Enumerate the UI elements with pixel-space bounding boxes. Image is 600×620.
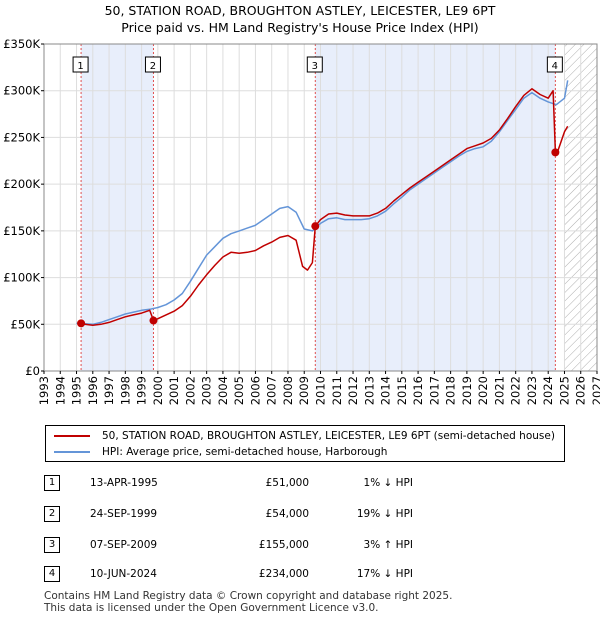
x-tick-label: 2025 — [557, 376, 571, 405]
ownership-period-shade — [315, 44, 556, 371]
x-tick-label: 1998 — [118, 376, 132, 405]
x-tick-label: 1993 — [37, 376, 51, 405]
x-tick-label: 2016 — [411, 376, 425, 405]
x-tick-label: 2009 — [297, 376, 311, 405]
x-tick-label: 2005 — [232, 376, 246, 405]
x-tick-label: 2013 — [362, 376, 376, 405]
x-tick-label: 2017 — [427, 376, 441, 405]
x-tick-label: 2018 — [444, 376, 458, 405]
transaction-hpi: 1% ↓ HPI — [363, 477, 413, 489]
legend-item-property: 50, STATION ROAD, BROUGHTON ASTLEY, LEIC… — [54, 429, 555, 443]
price-chart: 1 2 3 4 £0 £50K £100K £150K £200K £250K £300K £350… — [3, 37, 600, 405]
legend-swatch-hpi — [54, 451, 90, 453]
y-tick-label: £250K — [3, 130, 40, 144]
transaction-badge: 3 — [44, 537, 60, 553]
transaction-date: 24-SEP-1999 — [90, 508, 158, 520]
transaction-price: £54,000 — [265, 508, 309, 520]
transaction-hpi: 3% ↑ HPI — [363, 539, 413, 551]
y-tick-label: £300K — [3, 84, 40, 98]
sale-number-label: 3 — [312, 61, 318, 72]
ownership-period-shade — [81, 44, 154, 371]
sale-point — [149, 316, 158, 325]
chart-subtitle: Price paid vs. HM Land Registry's House … — [121, 20, 479, 35]
x-tick-label: 1996 — [86, 376, 100, 405]
transaction-row: 2 24-SEP-1999 £54,000 19% ↓ HPI — [44, 506, 564, 522]
property-series-line — [80, 88, 569, 326]
y-tick-label: £100K — [3, 271, 40, 285]
x-tick-label: 2027 — [590, 376, 600, 405]
x-tick-label: 2004 — [216, 376, 230, 405]
transaction-row: 4 10-JUN-2024 £234,000 17% ↓ HPI — [44, 566, 564, 582]
sale-number-label: 4 — [552, 61, 558, 72]
sale-point — [311, 222, 320, 231]
y-tick-label: £200K — [3, 177, 40, 191]
x-tick-label: 2021 — [492, 376, 506, 405]
x-tick-label: 2001 — [167, 376, 181, 405]
legend: 50, STATION ROAD, BROUGHTON ASTLEY, LEIC… — [45, 425, 565, 462]
legend-swatch-property — [54, 435, 90, 437]
transaction-date: 07-SEP-2009 — [90, 539, 158, 551]
sale-number-box — [546, 56, 563, 73]
x-tick-label: 2012 — [346, 376, 360, 405]
x-tick-label: 2011 — [330, 376, 344, 405]
footer-copyright: Contains HM Land Registry data © Crown c… — [44, 590, 453, 602]
transaction-badge: 1 — [44, 475, 60, 491]
x-tick-label: 2019 — [460, 376, 474, 405]
y-tick-label: £150K — [3, 224, 40, 238]
transaction-badge: 2 — [44, 506, 60, 522]
x-tick-label: 2008 — [281, 376, 295, 405]
y-tick-label: £50K — [11, 317, 41, 331]
sale-number-label: 2 — [150, 61, 156, 72]
transaction-date: 10-JUN-2024 — [90, 568, 157, 580]
sale-point — [551, 148, 560, 157]
x-tick-label: 2026 — [574, 376, 588, 405]
transaction-badge: 4 — [44, 566, 60, 582]
y-tick-label: £350K — [3, 37, 40, 51]
x-tick-label: 2024 — [541, 376, 555, 405]
chart-title: 50, STATION ROAD, BROUGHTON ASTLEY, LEIC… — [104, 3, 496, 18]
transaction-date: 13-APR-1995 — [90, 477, 158, 489]
legend-item-hpi: HPI: Average price, semi-detached house,… — [54, 445, 387, 459]
x-tick-label: 2003 — [200, 376, 214, 405]
x-tick-label: 2002 — [183, 376, 197, 405]
x-tick-label: 2015 — [395, 376, 409, 405]
sale-number-box — [72, 56, 89, 73]
sale-number-box — [144, 56, 161, 73]
sale-number-label: 1 — [77, 61, 83, 72]
y-tick-label: £0 — [25, 364, 40, 378]
x-tick-label: 2020 — [476, 376, 490, 405]
x-tick-label: 2023 — [525, 376, 539, 405]
transaction-hpi: 19% ↓ HPI — [356, 508, 413, 520]
x-tick-label: 2014 — [379, 376, 393, 405]
x-tick-label: 1994 — [53, 376, 67, 405]
x-tick-label: 2022 — [509, 376, 523, 405]
legend-label-hpi: HPI: Average price, semi-detached house,… — [102, 446, 388, 458]
x-tick-label: 2000 — [151, 376, 165, 405]
transaction-price: £51,000 — [265, 477, 309, 489]
sale-number-box — [306, 56, 323, 73]
x-tick-label: 2007 — [265, 376, 279, 405]
legend-label-property: 50, STATION ROAD, BROUGHTON ASTLEY, LEIC… — [102, 430, 555, 442]
x-tick-label: 1997 — [102, 376, 116, 405]
x-tick-label: 2010 — [314, 376, 328, 405]
hpi-series-line — [76, 80, 569, 326]
footer-license: This data is licensed under the Open Gov… — [44, 602, 379, 614]
transaction-price: £155,000 — [258, 539, 309, 551]
transaction-row: 3 07-SEP-2009 £155,000 3% ↑ HPI — [44, 537, 564, 553]
x-tick-label: 1995 — [70, 376, 84, 405]
transaction-row: 1 13-APR-1995 £51,000 1% ↓ HPI — [44, 475, 564, 491]
transaction-price: £234,000 — [258, 568, 309, 580]
transaction-hpi: 17% ↓ HPI — [356, 568, 413, 580]
x-tick-label: 2006 — [248, 376, 262, 405]
x-tick-label: 1999 — [135, 376, 149, 405]
sale-point — [77, 319, 86, 328]
